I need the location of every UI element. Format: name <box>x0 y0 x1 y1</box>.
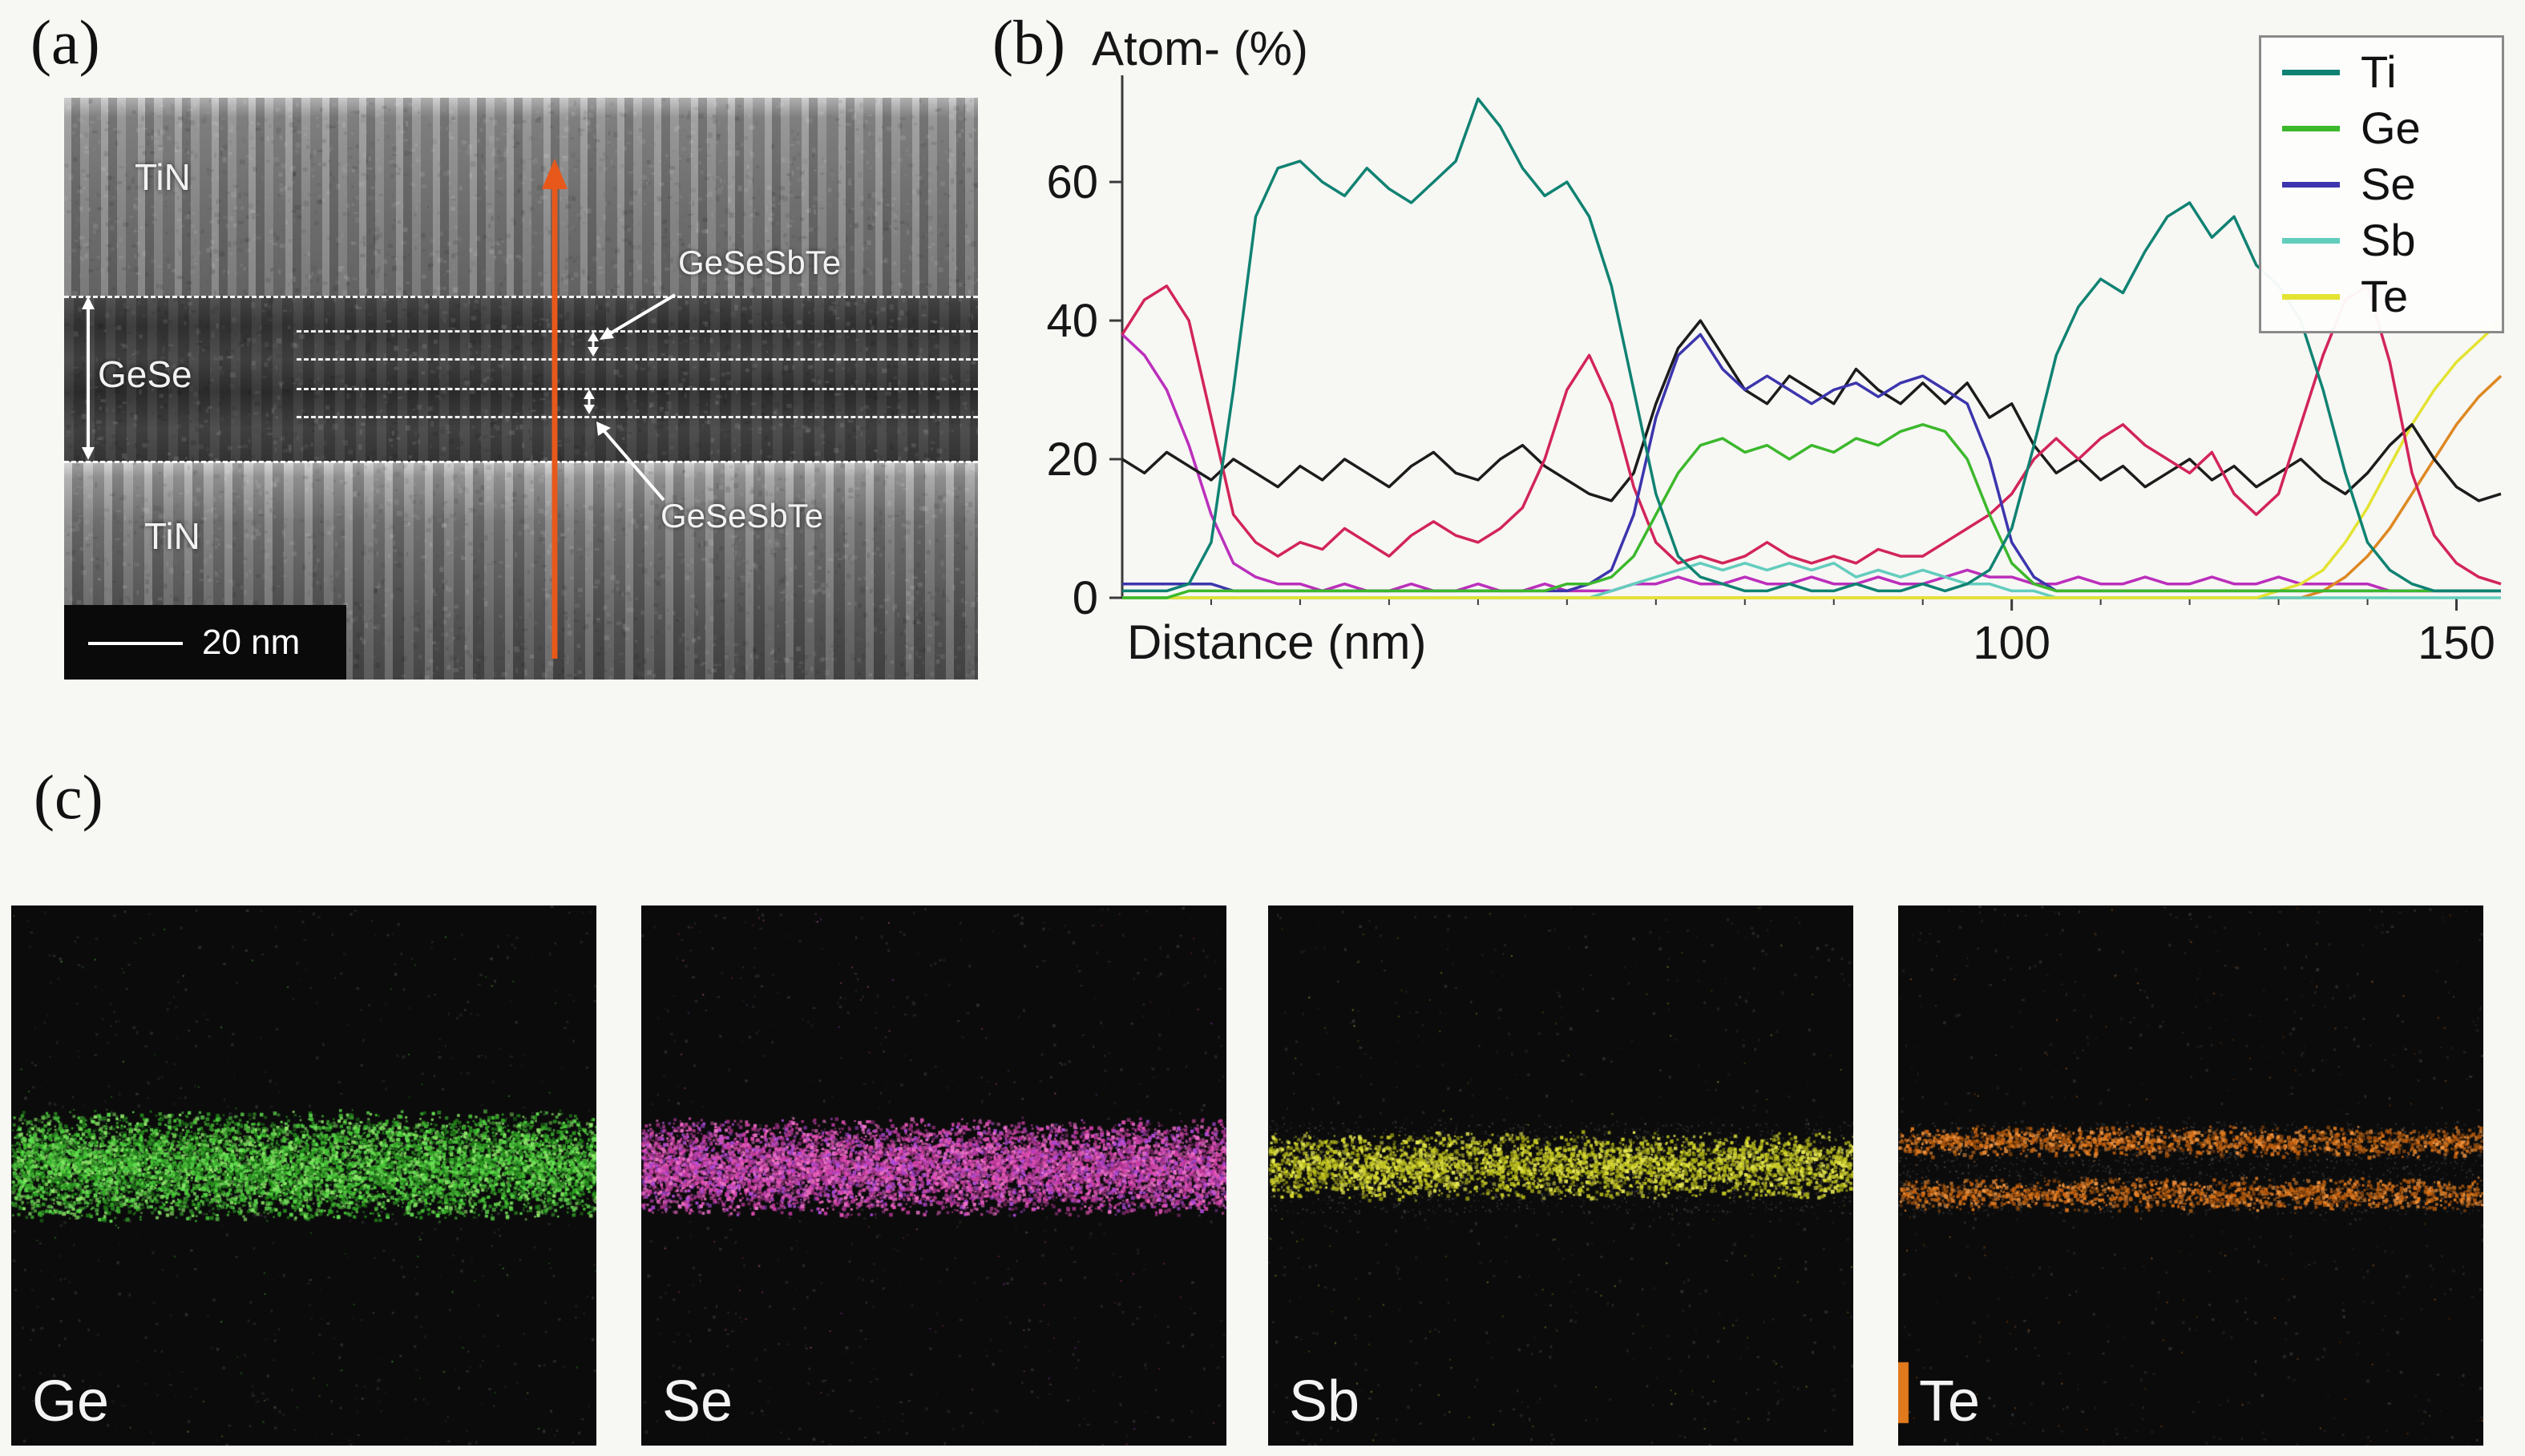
eds-map-se-image <box>641 905 1226 1446</box>
x-tick-label: 100 <box>1973 617 2050 669</box>
arrowhead-icon <box>584 405 595 414</box>
eds-map-label-te: Te <box>1919 1369 1980 1434</box>
x-axis-label: Distance (nm) <box>1127 615 1426 669</box>
legend-item-Sb: Sb <box>2261 218 2502 263</box>
y-tick-label: 20 <box>1046 434 1098 486</box>
eds-map-label-ge: Ge <box>32 1369 109 1434</box>
eds-map-label-se: Se <box>662 1369 733 1434</box>
arrowhead-icon <box>588 332 599 341</box>
eds-map-ge-image <box>11 905 596 1446</box>
legend-item-Se: Se <box>2261 162 2502 207</box>
legend-swatch-Se <box>2282 182 2340 188</box>
legend-item-Ge: Ge <box>2261 106 2502 151</box>
chart-title: Atom- (%) <box>1092 21 1308 76</box>
series-line-Ge <box>1122 425 2501 598</box>
label-gesesbte-top: GeSeSbTe <box>678 244 841 282</box>
gst-top-annotation-arrow <box>608 295 675 335</box>
x-tick-label: 150 <box>2418 617 2495 669</box>
legend-item-Ti: Ti <box>2261 50 2502 95</box>
eds-map-te: Te <box>1898 905 2483 1446</box>
label-gesesbte-bottom: GeSeSbTe <box>661 497 823 535</box>
legend-swatch-Ti <box>2282 70 2340 75</box>
eds-map-te-image <box>1898 905 2483 1446</box>
line-scan-arrowhead-icon <box>542 159 568 189</box>
arrowhead-icon <box>588 347 599 357</box>
legend-label-Ge: Ge <box>2361 106 2421 151</box>
legend-item-Te: Te <box>2261 274 2502 319</box>
panel-b-letter: (b) <box>992 11 1065 74</box>
series-line-Te <box>1122 321 2501 598</box>
eds-map-ge: Ge <box>11 905 596 1446</box>
chart-legend: Ti Ge Se Sb Te <box>2259 35 2504 333</box>
arrowhead-icon <box>82 296 95 309</box>
label-tin-top: TiN <box>135 155 191 199</box>
y-tick-label: 0 <box>1073 572 1098 624</box>
eds-map-se: Se <box>641 905 1226 1446</box>
eds-map-sb: Sb <box>1268 905 1853 1446</box>
legend-label-Te: Te <box>2361 274 2408 319</box>
scale-bar-label: 20 nm <box>202 623 300 663</box>
legend-swatch-Ge <box>2282 126 2340 131</box>
legend-label-Ti: Ti <box>2361 50 2397 95</box>
eds-map-sb-image <box>1268 905 1853 1446</box>
arrowhead-icon <box>584 389 595 399</box>
arrowhead-icon <box>82 447 95 460</box>
panel-c-letter: (c) <box>34 766 103 829</box>
legend-swatch-Sb <box>2282 238 2340 244</box>
gst-bottom-annotation-arrow <box>603 430 664 500</box>
eds-map-label-sb: Sb <box>1289 1369 1359 1434</box>
figure-canvas: (a) (b) (c) <box>0 0 2525 1456</box>
tem-annotation-overlay <box>64 98 978 680</box>
y-tick-label: 40 <box>1046 295 1098 347</box>
tem-cross-section-image: TiN GeSe TiN GeSeSbTe GeSeSbTe 20 nm <box>64 98 978 680</box>
panel-a-letter: (a) <box>30 11 100 74</box>
label-tin-bottom: TiN <box>144 514 200 558</box>
scale-bar-box: 20 nm <box>64 605 346 680</box>
y-tick-label: 60 <box>1046 156 1098 208</box>
scale-bar-line <box>88 642 183 645</box>
legend-label-Se: Se <box>2361 162 2416 207</box>
legend-swatch-Te <box>2282 294 2340 300</box>
arrowhead-icon <box>596 421 611 436</box>
label-gese: GeSe <box>98 353 192 396</box>
legend-label-Sb: Sb <box>2361 218 2416 263</box>
series-line-unlabeled-black <box>1122 321 2501 501</box>
